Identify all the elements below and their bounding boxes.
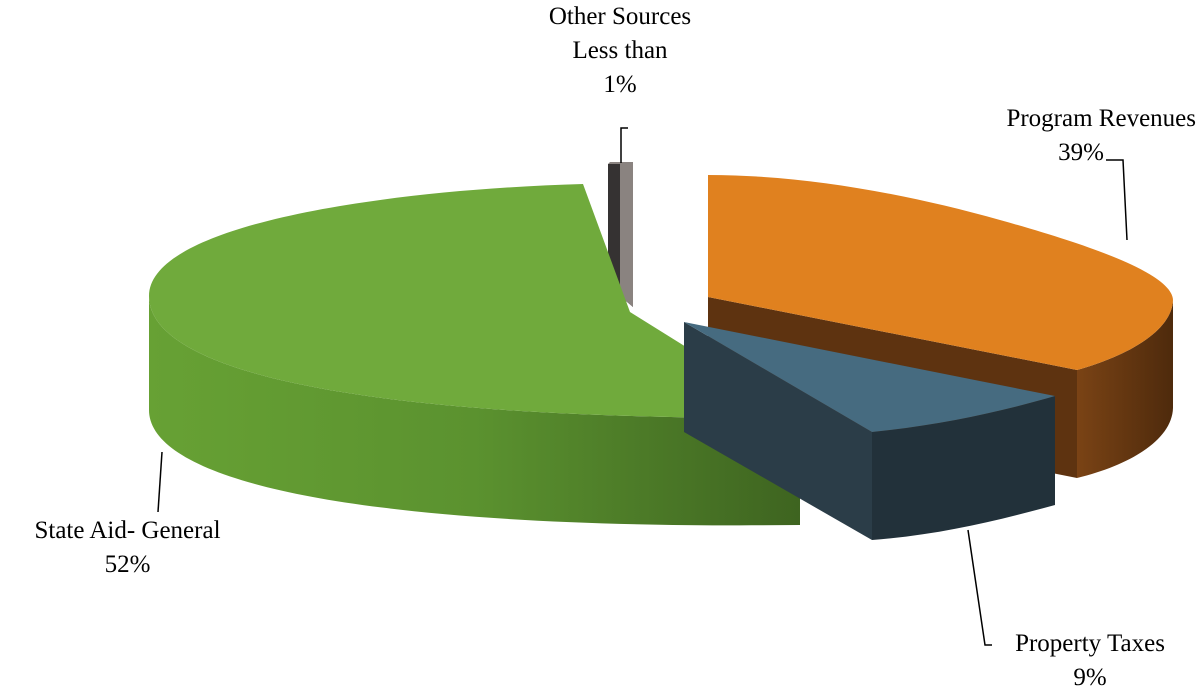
data-label-other-sources-value: 1% [603,71,637,98]
leader-line-other-sources [620,127,628,163]
slice-property-taxes-front [872,396,1055,540]
data-label-program-revenues-name: Program Revenues [1006,105,1196,132]
slice-program-revenues-top [708,175,1173,370]
leader-line-program-revenues [1106,159,1128,241]
data-label-other-sources-name-1: Other Sources [548,3,692,30]
pie-chart [149,127,1173,646]
data-label-property-taxes-value: 9% [1073,664,1107,691]
data-label-other-sources: Other Sources Less than 1% [520,0,720,102]
data-label-program-revenues: Program Revenues 39% [960,102,1200,170]
data-label-state-aid-general: State Aid- General 52% [0,514,255,582]
data-label-property-taxes-name: Property Taxes [1015,630,1165,657]
slice-state-aid-general-side [149,296,800,526]
data-label-program-revenues-value: 39% [1058,139,1104,166]
slice-property-taxes [684,322,1055,540]
slice-state-aid-general-top [149,184,800,419]
slice-property-taxes-top [684,322,1055,432]
data-label-state-aid-general-value: 52% [104,551,151,578]
leader-line-property-taxes [967,529,992,646]
data-label-other-sources-name-2: Less than [572,37,668,64]
slice-property-taxes-cut-side [684,322,872,540]
leader-line-state-aid-general [157,451,163,513]
slice-other-sources-front [620,164,633,307]
data-label-state-aid-general-name: State Aid- General [34,517,221,544]
data-label-property-taxes: Property Taxes 9% [990,627,1190,695]
slice-state-aid-general [149,184,800,526]
slice-program-revenues-rim [1077,300,1173,478]
